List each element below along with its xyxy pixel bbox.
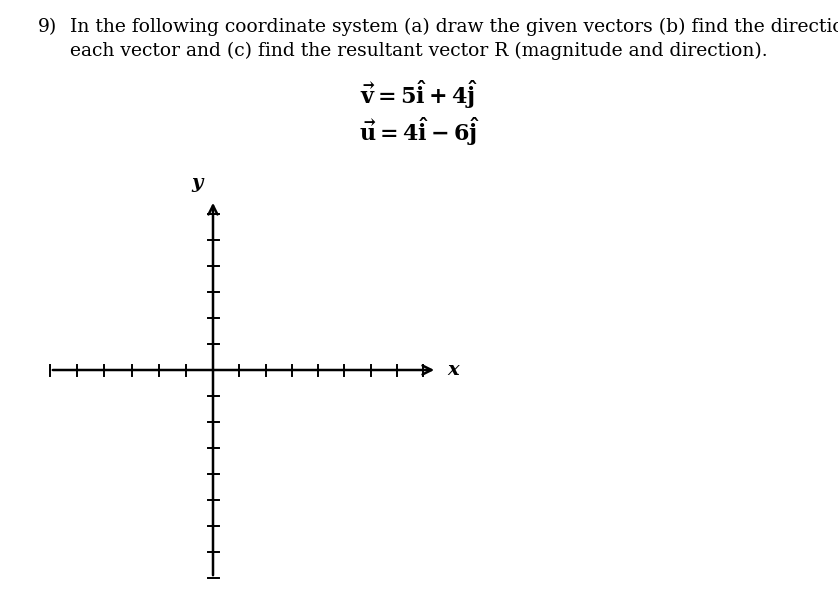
Text: $\mathbf{\vec{u} = 4\hat{i} - 6\hat{j}}$: $\mathbf{\vec{u} = 4\hat{i} - 6\hat{j}}$ bbox=[359, 115, 479, 148]
Text: y: y bbox=[191, 174, 203, 192]
Text: x: x bbox=[447, 361, 458, 379]
Text: 9): 9) bbox=[38, 18, 57, 36]
Text: $\mathbf{\vec{v} = 5\hat{i} + 4\hat{j}}$: $\mathbf{\vec{v} = 5\hat{i} + 4\hat{j}}$ bbox=[360, 78, 478, 111]
Text: each vector and (c) find the resultant vector R (magnitude and direction).: each vector and (c) find the resultant v… bbox=[70, 42, 768, 60]
Text: In the following coordinate system (a) draw the given vectors (b) find the direc: In the following coordinate system (a) d… bbox=[70, 18, 838, 36]
